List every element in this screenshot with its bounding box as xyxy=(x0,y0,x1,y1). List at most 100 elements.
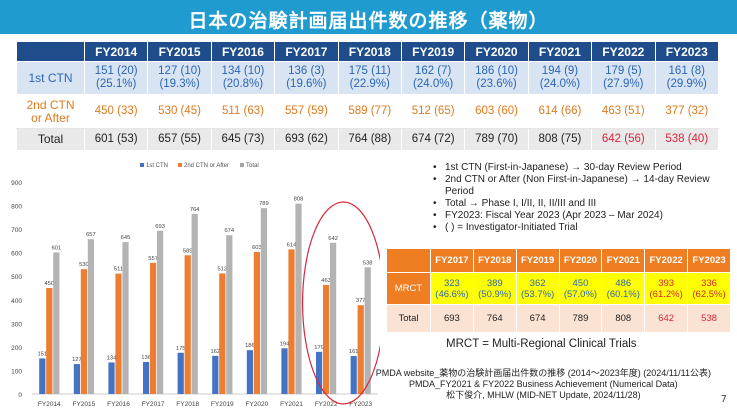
ctn-year-header: FY2016 xyxy=(210,41,276,62)
ctn-cell: 194 (9) (24.0%) xyxy=(527,60,593,96)
ctn-year-header: FY2020 xyxy=(464,41,529,62)
ctn-cell: 175 (11) (22.9%) xyxy=(337,60,402,96)
bar-value-label: 512 xyxy=(217,266,227,272)
legend-swatch xyxy=(178,163,182,167)
source-line: PMDA_FY2021 & FY2022 Business Achievemen… xyxy=(409,379,678,389)
x-tick-label: FY2022 xyxy=(315,401,338,408)
ctn-cell: 512 (65) xyxy=(400,94,466,129)
bar-value-label: 538 xyxy=(363,260,373,266)
mrct-year-header: FY2019 xyxy=(515,248,560,273)
bar-value-label: 134 xyxy=(107,355,117,361)
ctn-year-header: FY2019 xyxy=(400,41,466,62)
mrct-cell: 323 (46.6%) xyxy=(430,272,474,305)
mrct-cell: 389 (50.9%) xyxy=(472,272,517,305)
ctn-cell: 693 (62) xyxy=(274,127,339,152)
note-item: 2nd CTN or After (Non First-in-Japanese)… xyxy=(433,174,733,198)
y-tick-label: 500 xyxy=(11,274,22,281)
bar-value-label: 377 xyxy=(356,298,366,304)
ctn-row-label: 2nd CTN or After xyxy=(16,94,85,129)
y-tick-label: 900 xyxy=(11,180,22,187)
x-tick-label: FY2019 xyxy=(211,401,234,408)
bar xyxy=(39,358,46,394)
bar xyxy=(226,235,233,394)
mrct-year-header: FY2023 xyxy=(687,248,731,273)
mrct-cell: 393 (61.2%) xyxy=(644,272,689,305)
ctn-year-header: FY2017 xyxy=(274,41,339,62)
ctn-cell: 161 (8) (29.9%) xyxy=(654,60,720,96)
bar-value-label: 645 xyxy=(121,235,131,241)
mrct-year-header: FY2022 xyxy=(644,248,689,273)
ctn-table-header: FY2014 FY2015 FY2016 FY2017 FY2018 FY2019 FY20… xyxy=(16,41,720,62)
bar xyxy=(53,252,60,394)
x-tick-label: FY2021 xyxy=(280,401,303,408)
bar xyxy=(295,203,302,394)
mrct-table: FY2017 FY2018 FY2019 FY2020 FY2021 FY2022 FY20… xyxy=(386,248,731,333)
bar xyxy=(87,239,94,394)
bar xyxy=(364,267,371,394)
ctn-table-corner xyxy=(16,41,85,62)
bar xyxy=(212,355,219,394)
ctn-cell: 136 (3) (19.6%) xyxy=(274,60,339,96)
bar-value-label: 511 xyxy=(114,267,123,273)
bar xyxy=(108,362,115,394)
ctn-cell: 151 (20) (25.1%) xyxy=(83,60,149,96)
note-item: Total → Phase I, I/II, II, II/III and II… xyxy=(433,198,733,210)
bar-value-label: 589 xyxy=(183,248,193,254)
mrct-definition: MRCT = Multi-Regional Clinical Trials xyxy=(446,338,637,350)
ctn-cell: 463 (51) xyxy=(591,94,656,129)
ctn-cell: 589 (77) xyxy=(337,94,402,129)
ctn-cell: 377 (32) xyxy=(654,94,720,129)
note-item: 1st CTN (First-in-Japanese) → 30-day Rev… xyxy=(433,162,733,174)
ctn-table-row: 1st CTN 151 (20) (25.1%) 127 (10) (19.3%) 134… xyxy=(16,60,720,96)
mrct-year-header: FY2017 xyxy=(430,248,474,273)
x-tick-label: FY2015 xyxy=(73,401,96,408)
mrct-year-header: FY2018 xyxy=(472,248,517,273)
legend-label: Total xyxy=(246,163,259,169)
mrct-cell: 450 (57.0%) xyxy=(558,272,603,305)
bar-value-label: 557 xyxy=(148,256,158,262)
bar xyxy=(143,361,150,394)
y-tick-label: 800 xyxy=(11,204,22,211)
ctn-year-header: FY2023 xyxy=(654,41,720,62)
bar xyxy=(157,230,164,394)
ctn-row-label: 1st CTN xyxy=(16,60,85,96)
ctn-cell: 657 (55) xyxy=(147,127,212,152)
bar xyxy=(191,214,198,394)
ctn-table-row: Total 601 (53) 657 (55) 645 (73) 693 (62) 764… xyxy=(16,127,720,152)
bar-value-label: 186 xyxy=(245,343,255,349)
legend-label: 1st CTN xyxy=(146,163,168,169)
bar-value-label: 642 xyxy=(328,236,338,242)
ctn-cell: 450 (33) xyxy=(83,94,149,129)
mrct-cell: 486 (60.1%) xyxy=(601,272,646,305)
x-tick-label: FY2017 xyxy=(142,401,165,408)
bar xyxy=(316,351,323,394)
x-tick-label: FY2023 xyxy=(349,401,372,408)
bar-value-label: 530 xyxy=(79,262,89,268)
bar xyxy=(115,273,122,394)
bar-value-label: 808 xyxy=(294,197,304,203)
bar xyxy=(246,350,253,394)
bar xyxy=(288,249,295,394)
bar xyxy=(281,348,288,394)
bar-value-label: 603 xyxy=(252,245,262,251)
ctn-cell: 601 (53) xyxy=(83,127,149,152)
mrct-year-header: FY2020 xyxy=(558,248,603,273)
bar-value-label: 657 xyxy=(86,232,96,238)
x-tick-label: FY2020 xyxy=(246,401,269,408)
bar-value-label: 151 xyxy=(37,351,47,357)
mrct-table-row: MRCT 323 (46.6%) 389 (50.9%) 362 (53.7%) 450 (57… xyxy=(386,272,731,305)
x-tick-label: FY2016 xyxy=(107,401,130,408)
mrct-cell: 764 xyxy=(472,304,517,333)
bar xyxy=(46,288,53,394)
bar-value-label: 674 xyxy=(224,228,234,234)
notes-list: 1st CTN (First-in-Japanese) → 30-day Rev… xyxy=(433,162,733,234)
mrct-cell: 642 xyxy=(644,304,689,333)
mrct-cell: 336 (62.5%) xyxy=(687,272,731,305)
bar xyxy=(73,364,80,394)
legend-swatch xyxy=(140,163,144,167)
y-tick-label: 400 xyxy=(11,298,22,305)
x-tick-label: FY2014 xyxy=(38,401,61,408)
mrct-cell: 693 xyxy=(430,304,474,333)
y-tick-label: 300 xyxy=(11,321,22,328)
mrct-table-row: Total 693 764 674 789 808 642 538 xyxy=(386,304,731,333)
